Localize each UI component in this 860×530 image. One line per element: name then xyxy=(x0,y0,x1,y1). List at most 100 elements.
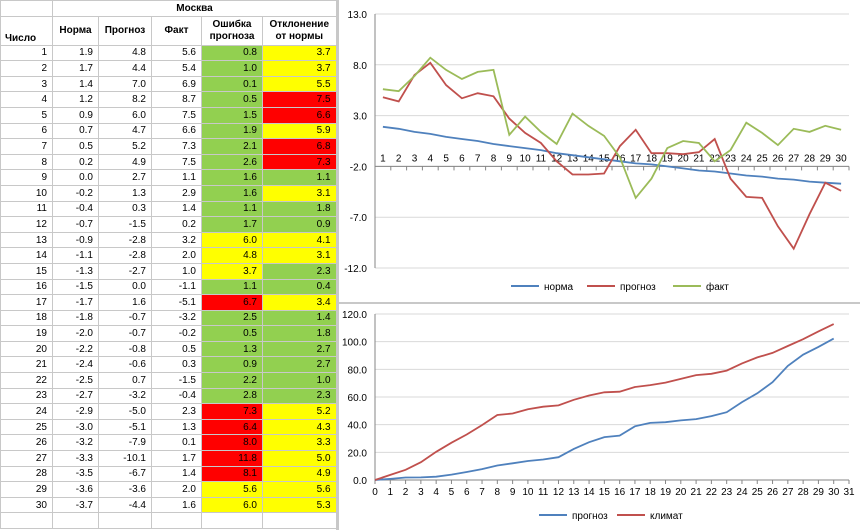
cell-fact: 1.3 xyxy=(151,418,202,436)
cell-forecast: 0.0 xyxy=(98,278,152,296)
cell-fact: 7.3 xyxy=(151,138,202,155)
cell-fact: -0.2 xyxy=(151,325,202,342)
x-tick-label: 4 xyxy=(433,487,439,498)
cell-day: 10 xyxy=(0,184,53,202)
cell-forecast: -7.9 xyxy=(98,434,152,452)
cell-forecast: 4.8 xyxy=(98,44,152,62)
cell-error: 6.7 xyxy=(201,294,263,311)
x-tick-label: 24 xyxy=(736,487,748,498)
x-tick-label: 18 xyxy=(645,487,657,498)
cell-error: 2.1 xyxy=(201,138,263,155)
cell-forecast: -2.8 xyxy=(98,247,152,264)
cell-error: 3.7 xyxy=(201,262,263,280)
cell-norm: -0.9 xyxy=(52,231,99,249)
cell-deviation: 1.8 xyxy=(261,200,338,218)
table-row: 28 -3.5 -6.7 1.4 8.1 4.9 xyxy=(0,465,338,483)
x-tick-label: 12 xyxy=(553,487,565,498)
x-tick-label: 5 xyxy=(443,153,449,164)
x-tick-label: 12 xyxy=(551,153,563,164)
table-row: 16 -1.5 0.0 -1.1 1.1 0.4 xyxy=(0,278,338,296)
cell-norm: 1.4 xyxy=(52,75,99,93)
x-tick-label: 26 xyxy=(772,153,784,164)
cell-error: 1.5 xyxy=(201,106,263,124)
cell-fact: 1.4 xyxy=(151,465,202,483)
cell-deviation: 1.0 xyxy=(261,372,338,389)
y-tick-label: -7.0 xyxy=(350,213,368,224)
y-tick-label: 8.0 xyxy=(353,61,367,72)
cell-deviation: 1.8 xyxy=(261,325,338,342)
table-row-empty xyxy=(0,512,338,529)
table-row: 2 1.7 4.4 5.4 1.0 3.7 xyxy=(0,60,338,77)
cell-forecast: -2.8 xyxy=(98,231,152,249)
cell-forecast: -0.7 xyxy=(98,325,152,342)
x-tick-label: 25 xyxy=(752,487,764,498)
table-row: 21 -2.4 -0.6 0.3 0.9 2.7 xyxy=(0,356,338,374)
cell-error: 1.0 xyxy=(201,60,263,77)
cell-error: 11.8 xyxy=(201,450,263,467)
table-row: 12 -0.7 -1.5 0.2 1.7 0.9 xyxy=(0,216,338,233)
x-tick-label: 4 xyxy=(428,153,434,164)
header-deviation: Отклонение от нормы xyxy=(261,15,338,46)
y-tick-label: 13.0 xyxy=(348,10,368,21)
cell-forecast: -6.7 xyxy=(98,465,152,483)
x-tick-label: 26 xyxy=(767,487,779,498)
y-tick-label: 120.0 xyxy=(342,310,367,321)
cell-forecast: 4.9 xyxy=(98,153,152,171)
header-norm: Норма xyxy=(52,15,99,46)
x-tick-label: 30 xyxy=(828,487,840,498)
cell-norm: -2.4 xyxy=(52,356,99,374)
x-tick-label: 10 xyxy=(522,487,534,498)
cell-deviation: 5.6 xyxy=(261,481,338,498)
cell-deviation: 1.1 xyxy=(261,169,338,186)
table-row: 19 -2.0 -0.7 -0.2 0.5 1.8 xyxy=(0,325,338,342)
cell-fact: 3.2 xyxy=(151,231,202,249)
y-tick-label: 40.0 xyxy=(348,421,368,432)
legend-label: норма xyxy=(544,282,574,293)
table-row: 6 0.7 4.7 6.6 1.9 5.9 xyxy=(0,122,338,140)
cell-norm: -1.3 xyxy=(52,262,99,280)
cell-error: 2.2 xyxy=(201,372,263,389)
cell-deviation: 3.7 xyxy=(261,44,338,62)
cell-day: 26 xyxy=(0,434,53,452)
cell-day: 1 xyxy=(0,44,53,62)
cell-forecast: 1.6 xyxy=(98,294,152,311)
cell-empty xyxy=(201,512,263,529)
cell-forecast: 8.2 xyxy=(98,91,152,108)
x-tick-label: 7 xyxy=(475,153,481,164)
table-row: 1 1.9 4.8 5.6 0.8 3.7 xyxy=(0,44,338,62)
cell-error: 0.1 xyxy=(201,75,263,93)
table-row: 23 -2.7 -3.2 -0.4 2.8 2.3 xyxy=(0,387,338,405)
table-row: 20 -2.2 -0.8 0.5 1.3 2.7 xyxy=(0,340,338,358)
x-tick-label: 23 xyxy=(721,487,733,498)
cell-error: 1.1 xyxy=(201,278,263,296)
x-tick-label: 15 xyxy=(599,487,611,498)
cell-day: 30 xyxy=(0,496,53,514)
series-line-fact xyxy=(382,56,842,200)
cell-fact: 5.4 xyxy=(151,60,202,77)
cell-norm: -1.5 xyxy=(52,278,99,296)
x-tick-label: 3 xyxy=(412,153,418,164)
cell-fact: 1.7 xyxy=(151,450,202,467)
cell-fact: -3.2 xyxy=(151,309,202,327)
cell-day: 17 xyxy=(0,294,53,311)
cell-day: 5 xyxy=(0,106,53,124)
legend-label: прогноз xyxy=(572,511,608,522)
cell-day: 20 xyxy=(0,340,53,358)
cell-norm: -2.9 xyxy=(52,403,99,420)
cell-deviation: 2.3 xyxy=(261,262,338,280)
cell-deviation: 2.7 xyxy=(261,356,338,374)
cell-norm: 1.7 xyxy=(52,60,99,77)
cell-norm: 0.2 xyxy=(52,153,99,171)
cell-norm: -1.7 xyxy=(52,294,99,311)
cell-forecast: 0.7 xyxy=(98,372,152,389)
cell-error: 4.8 xyxy=(201,247,263,264)
x-tick-label: 23 xyxy=(725,153,737,164)
table-row: 9 0.0 2.7 1.1 1.6 1.1 xyxy=(0,169,338,186)
legend-label: прогноз xyxy=(620,282,656,293)
x-tick-label: 25 xyxy=(757,153,769,164)
cell-error: 2.5 xyxy=(201,309,263,327)
x-tick-label: 11 xyxy=(538,487,549,498)
cell-fact: 2.0 xyxy=(151,481,202,498)
y-tick-label: 0.0 xyxy=(353,476,367,487)
